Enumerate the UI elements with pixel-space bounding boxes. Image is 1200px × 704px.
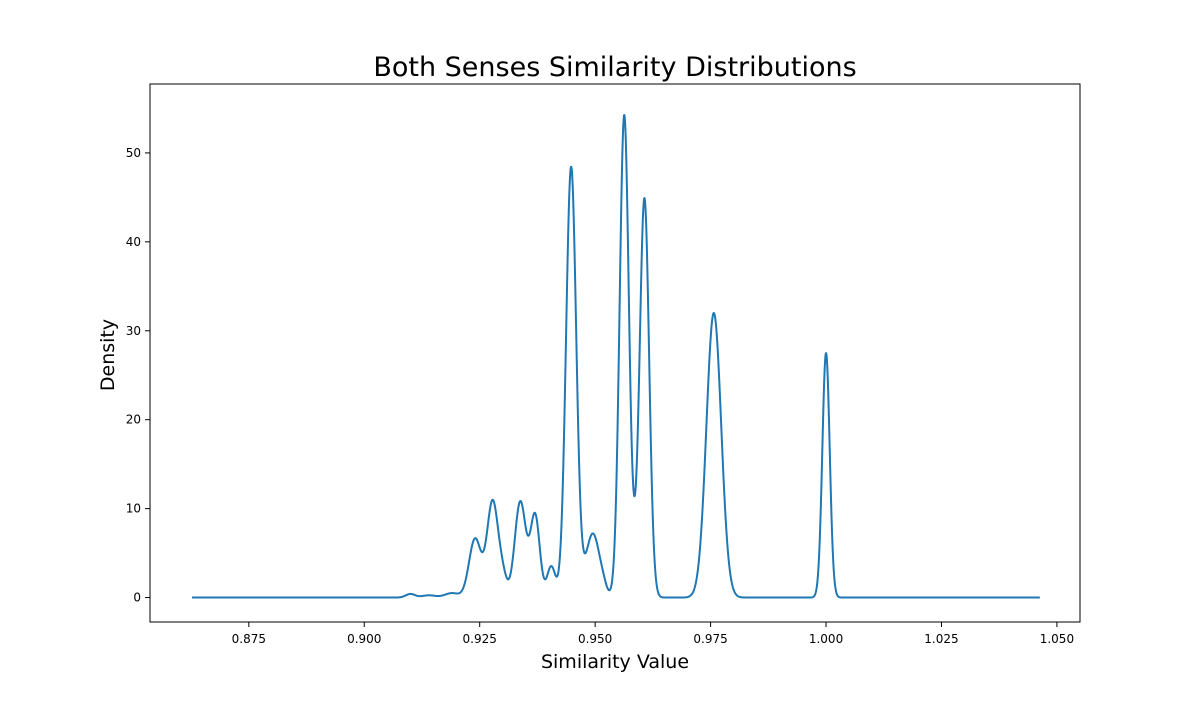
y-axis-label: Density xyxy=(97,319,119,391)
chart-title: Both Senses Similarity Distributions xyxy=(373,52,856,83)
x-tick-label: 1.025 xyxy=(924,632,958,646)
x-axis: 0.875 0.900 0.925 0.950 0.975 1.000 1.025 1.050 xyxy=(232,622,1074,646)
y-tick-label: 20 xyxy=(126,413,141,427)
y-tick-label: 30 xyxy=(126,324,141,338)
y-tick-label: 50 xyxy=(126,146,141,160)
plot-area-frame xyxy=(149,83,1081,623)
x-tick-label: 0.950 xyxy=(578,632,612,646)
x-tick-label: 1.000 xyxy=(809,632,843,646)
x-tick-label: 0.975 xyxy=(693,632,727,646)
x-tick-label: 0.925 xyxy=(463,632,497,646)
y-tick-label: 0 xyxy=(133,591,141,605)
x-axis-label: Similarity Value xyxy=(541,651,689,673)
y-tick-label: 10 xyxy=(126,502,141,516)
y-axis: 0 10 20 30 40 50 xyxy=(126,146,150,605)
x-tick-label: 0.875 xyxy=(232,632,266,646)
density-series-line xyxy=(191,114,1041,599)
x-tick-label: 0.900 xyxy=(347,632,381,646)
x-tick-label: 1.050 xyxy=(1040,632,1074,646)
y-tick-label: 40 xyxy=(126,235,141,249)
